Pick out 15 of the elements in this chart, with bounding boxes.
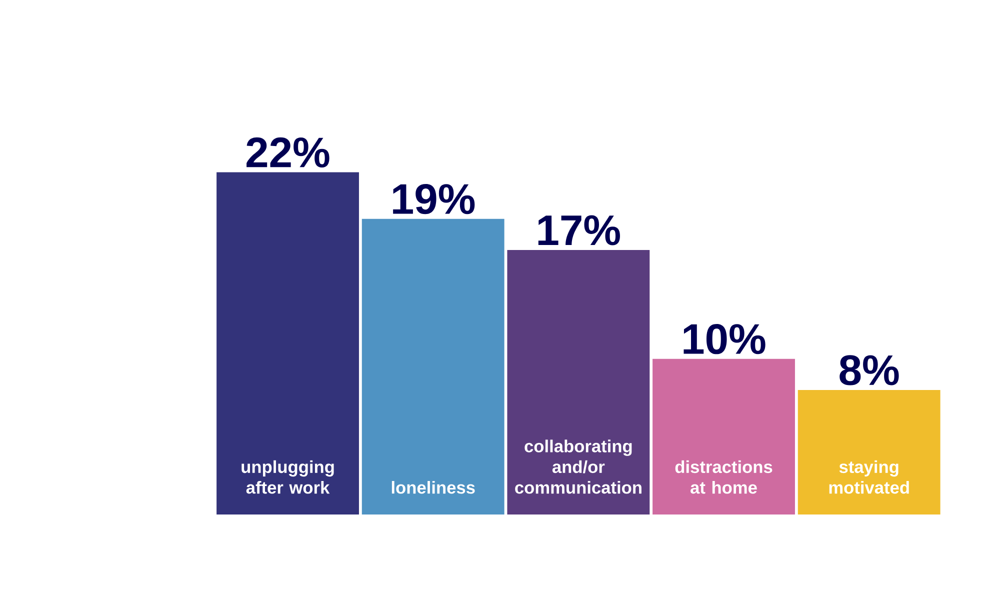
x-tick-label: unplugging after work: [242, 460, 334, 494]
bar: [362, 218, 504, 514]
x-tick-label: distractions at home: [675, 460, 772, 494]
x-tick-label: collaborating and/or communication: [515, 440, 642, 494]
data-label: 22%: [246, 137, 330, 168]
bar: [216, 172, 359, 514]
x-tick-label: loneliness: [392, 480, 475, 494]
bar: [652, 358, 795, 514]
data-label: 8%: [840, 355, 899, 386]
bar: [507, 250, 650, 514]
bar: [798, 390, 940, 514]
data-label: 17%: [538, 215, 620, 246]
x-tick-label: staying motivated: [829, 460, 909, 494]
data-label: 10%: [684, 324, 766, 354]
data-label: 19%: [393, 184, 475, 214]
